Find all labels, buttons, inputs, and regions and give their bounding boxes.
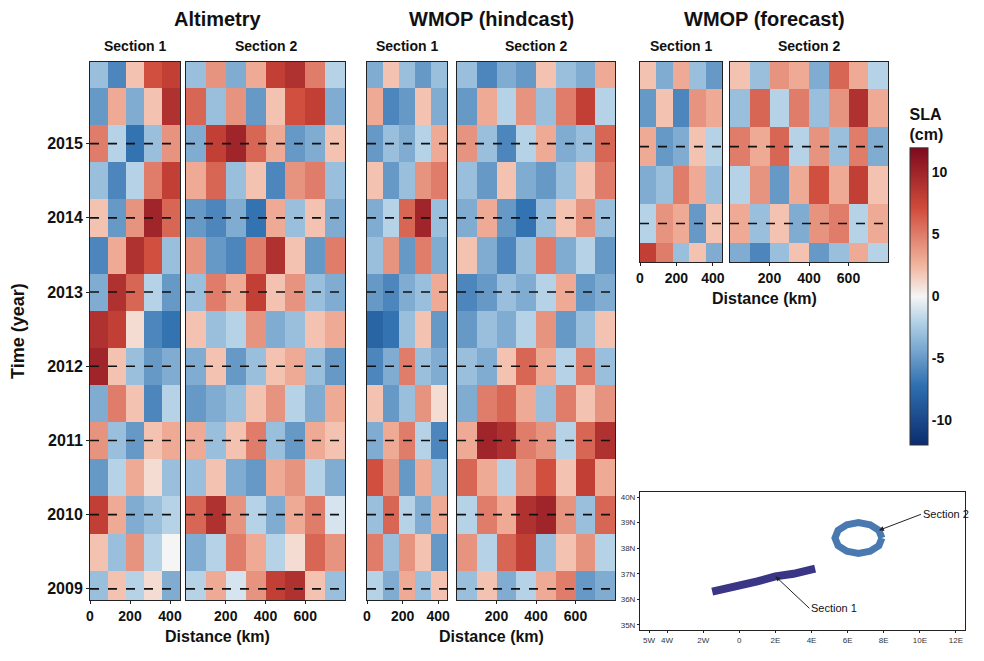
svg-text:Section 2: Section 2	[235, 38, 297, 54]
svg-text:Time (year): Time (year)	[8, 283, 28, 379]
svg-text:38N: 38N	[621, 544, 636, 553]
svg-text:6E: 6E	[843, 636, 853, 645]
svg-text:-5: -5	[932, 350, 945, 366]
svg-text:400: 400	[158, 608, 182, 624]
svg-text:10E: 10E	[913, 636, 927, 645]
svg-text:Section 2: Section 2	[778, 38, 840, 54]
svg-text:-10: -10	[932, 412, 952, 428]
svg-text:Section 2: Section 2	[923, 508, 969, 520]
svg-text:37N: 37N	[621, 570, 636, 579]
svg-text:36N: 36N	[621, 595, 636, 604]
svg-text:200: 200	[758, 270, 782, 286]
svg-text:Distance (km): Distance (km)	[712, 290, 817, 307]
svg-text:40N: 40N	[621, 493, 636, 502]
svg-text:35N: 35N	[621, 621, 636, 630]
svg-text:4E: 4E	[807, 636, 817, 645]
svg-text:200: 200	[118, 608, 142, 624]
svg-text:SLA(cm): SLA(cm)	[910, 106, 944, 144]
svg-text:2011: 2011	[48, 432, 83, 449]
svg-text:39N: 39N	[621, 518, 636, 527]
svg-text:2014: 2014	[47, 209, 83, 226]
svg-text:2012: 2012	[47, 358, 83, 375]
svg-text:2W: 2W	[697, 636, 709, 645]
svg-text:WMOP (forecast): WMOP (forecast)	[684, 8, 845, 30]
svg-text:10: 10	[932, 164, 948, 180]
svg-text:0: 0	[737, 636, 742, 645]
svg-text:8E: 8E	[879, 636, 889, 645]
svg-text:0: 0	[636, 270, 644, 286]
svg-text:2E: 2E	[771, 636, 781, 645]
svg-text:600: 600	[294, 608, 318, 624]
svg-text:400: 400	[797, 270, 821, 286]
svg-text:600: 600	[837, 270, 861, 286]
svg-text:400: 400	[701, 270, 725, 286]
svg-text:12E: 12E	[949, 636, 963, 645]
svg-text:400: 400	[524, 608, 548, 624]
svg-text:5: 5	[932, 226, 940, 242]
svg-text:200: 200	[391, 608, 415, 624]
svg-text:Altimetry: Altimetry	[174, 8, 262, 30]
svg-text:Section 1: Section 1	[104, 38, 166, 54]
svg-text:Distance (km): Distance (km)	[439, 628, 544, 645]
svg-text:0: 0	[86, 608, 94, 624]
svg-text:Section 1: Section 1	[650, 38, 712, 54]
svg-text:2009: 2009	[47, 580, 83, 597]
svg-text:400: 400	[426, 608, 450, 624]
svg-text:Distance (km): Distance (km)	[165, 628, 270, 645]
svg-text:WMOP (hindcast): WMOP (hindcast)	[409, 8, 574, 30]
svg-text:4W: 4W	[661, 636, 673, 645]
svg-text:200: 200	[485, 608, 509, 624]
svg-text:Section 2: Section 2	[505, 38, 567, 54]
svg-text:0: 0	[363, 608, 371, 624]
svg-text:2010: 2010	[47, 506, 83, 523]
svg-text:200: 200	[214, 608, 238, 624]
svg-text:2013: 2013	[47, 284, 83, 301]
svg-text:0: 0	[932, 288, 940, 304]
svg-text:600: 600	[564, 608, 588, 624]
svg-text:Section 1: Section 1	[376, 38, 438, 54]
svg-text:200: 200	[665, 270, 689, 286]
svg-text:Section 1: Section 1	[811, 602, 857, 614]
svg-text:5W: 5W	[643, 636, 655, 645]
svg-text:2015: 2015	[47, 135, 83, 152]
svg-text:400: 400	[254, 608, 278, 624]
